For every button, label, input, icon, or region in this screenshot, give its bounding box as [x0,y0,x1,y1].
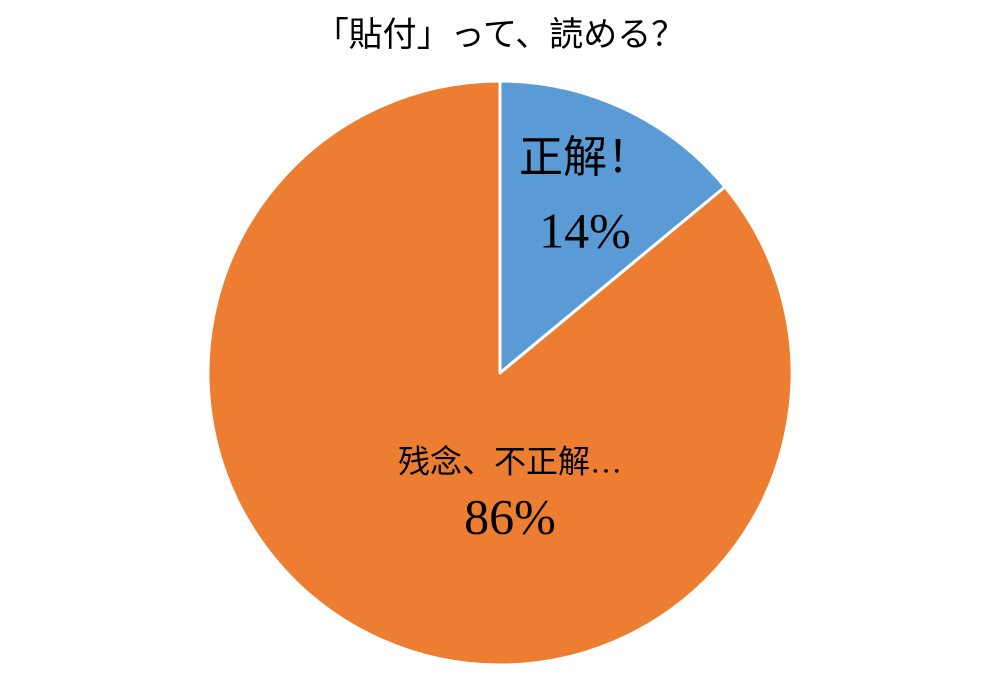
slice-label: 正解！ [519,133,651,182]
slice-value-label: 14% [539,202,631,258]
slice-value-label: 86% [464,488,556,544]
chart-title: 「貼付」って、読める？ [315,16,686,54]
pie-slice [206,79,794,667]
slice-label: 残念、不正解… [398,443,622,479]
pie-slice [498,79,727,375]
